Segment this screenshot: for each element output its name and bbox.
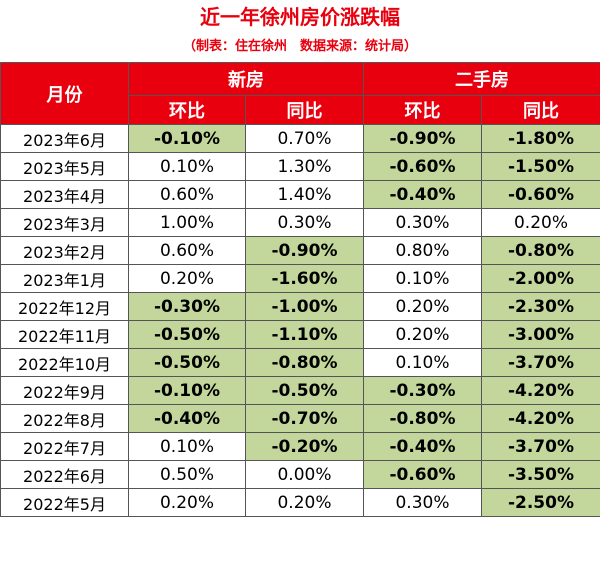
table-row: 2023年2月 0.60% -0.90% 0.80% -0.80% [0, 236, 600, 265]
new-yoy-cell: -0.80% [245, 348, 364, 377]
month-cell: 2022年11月 [0, 320, 129, 349]
new-yoy-cell: -0.70% [245, 404, 364, 433]
table-row: 2022年10月 -0.50% -0.80% 0.10% -3.70% [0, 348, 600, 377]
second-yoy-cell: -0.80% [481, 236, 600, 265]
month-cell: 2022年7月 [0, 432, 129, 461]
header-new-yoy: 同比 [245, 95, 364, 125]
second-yoy-cell: -3.50% [481, 460, 600, 489]
new-yoy-cell: -1.60% [245, 264, 364, 293]
new-mom-cell: 0.20% [128, 264, 246, 293]
second-mom-cell: -0.40% [363, 432, 482, 461]
second-mom-cell: 0.30% [363, 208, 482, 237]
header-row-sub: 环比 同比 环比 同比 [1, 95, 600, 125]
table-row: 2022年9月 -0.10% -0.50% -0.30% -4.20% [0, 376, 600, 405]
month-cell: 2022年6月 [0, 460, 129, 489]
second-yoy-cell: -3.70% [481, 348, 600, 377]
second-yoy-cell: -0.60% [481, 180, 600, 209]
new-mom-cell: -0.50% [128, 348, 246, 377]
new-mom-cell: 1.00% [128, 208, 246, 237]
new-yoy-cell: -0.50% [245, 376, 364, 405]
second-yoy-cell: -1.50% [481, 152, 600, 181]
new-mom-cell: 0.20% [128, 488, 246, 517]
new-mom-cell: -0.30% [128, 292, 246, 321]
header-row-top: 月份 新房 二手房 [0, 62, 600, 125]
month-cell: 2022年5月 [0, 488, 129, 517]
second-yoy-cell: 0.20% [481, 208, 600, 237]
new-mom-cell: 0.60% [128, 236, 246, 265]
new-mom-cell: -0.40% [128, 404, 246, 433]
second-mom-cell: -0.30% [363, 376, 482, 405]
new-mom-cell: 0.50% [128, 460, 246, 489]
header-month: 月份 [0, 62, 129, 125]
new-mom-cell: -0.10% [128, 376, 246, 405]
month-cell: 2022年12月 [0, 292, 129, 321]
new-yoy-cell: 0.70% [245, 124, 364, 153]
second-mom-cell: -0.60% [363, 460, 482, 489]
second-yoy-cell: -2.50% [481, 488, 600, 517]
month-cell: 2023年6月 [0, 124, 129, 153]
second-mom-cell: -0.80% [363, 404, 482, 433]
second-mom-cell: 0.10% [363, 264, 482, 293]
second-mom-cell: 0.20% [363, 292, 482, 321]
new-yoy-cell: 0.20% [245, 488, 364, 517]
second-yoy-cell: -3.00% [481, 320, 600, 349]
new-mom-cell: -0.10% [128, 124, 246, 153]
second-mom-cell: 0.30% [363, 488, 482, 517]
table-row: 2022年12月 -0.30% -1.00% 0.20% -2.30% [0, 292, 600, 321]
new-yoy-cell: -0.90% [245, 236, 364, 265]
new-mom-cell: 0.10% [128, 152, 246, 181]
table-row: 2022年5月 0.20% 0.20% 0.30% -2.50% [0, 488, 600, 517]
second-mom-cell: -0.60% [363, 152, 482, 181]
new-yoy-cell: 0.30% [245, 208, 364, 237]
second-yoy-cell: -4.20% [481, 404, 600, 433]
price-change-table: 月份 新房 二手房 环比 同比 环比 同比 2023年6月 -0.10% 0.70%… [0, 62, 600, 517]
table-row: 2023年6月 -0.10% 0.70% -0.90% -1.80% [0, 124, 600, 153]
header-second-hand: 二手房 [363, 62, 600, 96]
second-mom-cell: -0.90% [363, 124, 482, 153]
new-mom-cell: -0.50% [128, 320, 246, 349]
header-second-yoy: 同比 [481, 95, 600, 125]
second-yoy-cell: -2.00% [481, 264, 600, 293]
header-new-house: 新房 [128, 62, 364, 96]
header-new-mom: 环比 [128, 95, 246, 125]
new-mom-cell: 0.60% [128, 180, 246, 209]
new-yoy-cell: -1.10% [245, 320, 364, 349]
new-yoy-cell: 1.40% [245, 180, 364, 209]
table-row: 2023年4月 0.60% 1.40% -0.40% -0.60% [0, 180, 600, 209]
month-cell: 2023年1月 [0, 264, 129, 293]
month-cell: 2022年9月 [0, 376, 129, 405]
table-row: 2023年5月 0.10% 1.30% -0.60% -1.50% [0, 152, 600, 181]
month-cell: 2023年3月 [0, 208, 129, 237]
table-row: 2022年7月 0.10% -0.20% -0.40% -3.70% [0, 432, 600, 461]
table-row: 2022年11月 -0.50% -1.10% 0.20% -3.00% [0, 320, 600, 349]
second-mom-cell: 0.10% [363, 348, 482, 377]
table-body: 2023年6月 -0.10% 0.70% -0.90% -1.80% 2023年5月 0.1… [0, 124, 600, 517]
second-mom-cell: 0.80% [363, 236, 482, 265]
table-row: 2022年6月 0.50% 0.00% -0.60% -3.50% [0, 460, 600, 489]
second-mom-cell: -0.40% [363, 180, 482, 209]
table-row: 2023年1月 0.20% -1.60% 0.10% -2.00% [0, 264, 600, 293]
second-yoy-cell: -2.30% [481, 292, 600, 321]
second-yoy-cell: -1.80% [481, 124, 600, 153]
month-cell: 2023年4月 [0, 180, 129, 209]
month-cell: 2022年8月 [0, 404, 129, 433]
new-yoy-cell: 1.30% [245, 152, 364, 181]
new-yoy-cell: 0.00% [245, 460, 364, 489]
table-row: 2023年3月 1.00% 0.30% 0.30% 0.20% [0, 208, 600, 237]
second-yoy-cell: -4.20% [481, 376, 600, 405]
month-cell: 2023年5月 [0, 152, 129, 181]
second-yoy-cell: -3.70% [481, 432, 600, 461]
header-second-mom: 环比 [363, 95, 482, 125]
page-title: 近一年徐州房价涨跌幅 [200, 5, 400, 29]
page-subtitle: （制表：住在徐州 数据来源：统计局） [182, 39, 417, 54]
second-mom-cell: 0.20% [363, 320, 482, 349]
month-cell: 2023年2月 [0, 236, 129, 265]
new-mom-cell: 0.10% [128, 432, 246, 461]
new-yoy-cell: -0.20% [245, 432, 364, 461]
table-row: 2022年8月 -0.40% -0.70% -0.80% -4.20% [0, 404, 600, 433]
month-cell: 2022年10月 [0, 348, 129, 377]
new-yoy-cell: -1.00% [245, 292, 364, 321]
